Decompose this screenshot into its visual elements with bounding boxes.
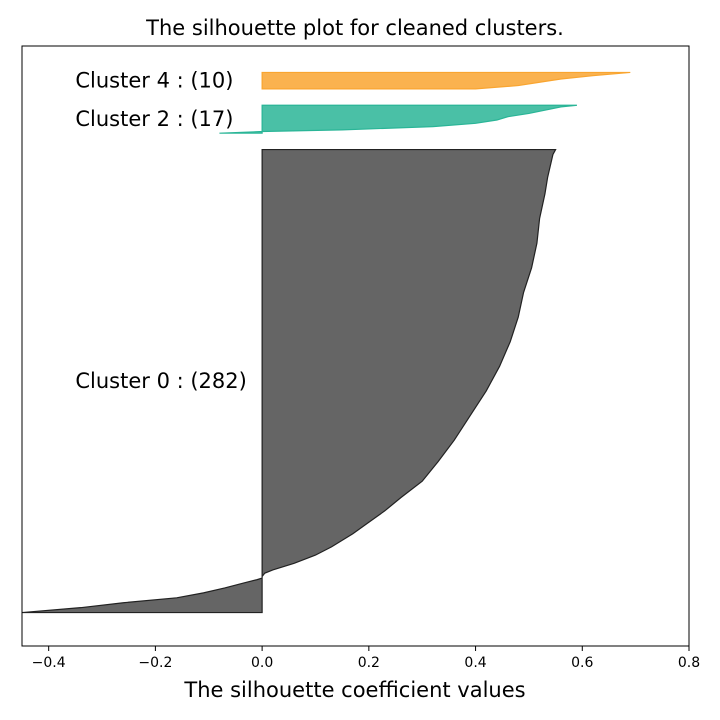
silhouette-area-cluster-2 <box>261 71 631 90</box>
chart-title: The silhouette plot for cleaned clusters… <box>145 16 564 40</box>
cluster-label-2: Cluster 4 : (10) <box>75 69 233 93</box>
cluster-label-0: Cluster 0 : (282) <box>75 369 246 393</box>
x-axis: −0.4 −0.2 0.0 0.2 0.4 0.6 0.8 <box>32 646 700 671</box>
silhouette-area-cluster-1 <box>219 104 578 134</box>
x-tick-label: 0.2 <box>358 655 380 671</box>
cluster-labels: Cluster 0 : (282) Cluster 2 : (17) Cluster… <box>75 69 246 393</box>
x-tick-label: 0.4 <box>464 655 486 671</box>
x-tick-label: −0.2 <box>138 655 172 671</box>
x-tick-label: 0.6 <box>571 655 593 671</box>
plot-area <box>21 71 631 614</box>
silhouette-area-cluster-0 <box>21 148 557 614</box>
x-tick-label: 0.8 <box>678 655 700 671</box>
cluster-label-1: Cluster 2 : (17) <box>75 107 233 131</box>
plot-frame <box>21 45 690 647</box>
x-tick-label: −0.4 <box>32 655 66 671</box>
x-axis-label: The silhouette coefficient values <box>183 678 525 702</box>
x-tick-label: 0.0 <box>251 655 273 671</box>
